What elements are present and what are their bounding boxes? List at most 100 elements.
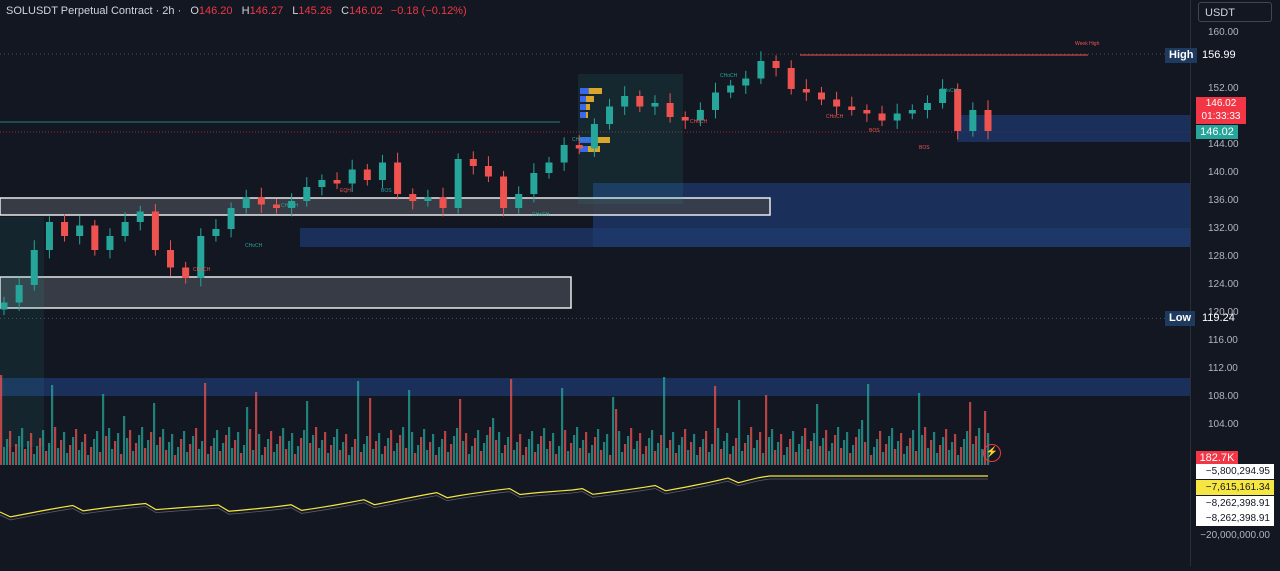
volume-bar	[93, 439, 96, 465]
candle-body	[636, 96, 644, 107]
volume-bar	[291, 433, 294, 465]
volume-bar	[114, 441, 117, 465]
volume-bar	[3, 447, 6, 465]
vp-bar	[580, 104, 586, 110]
volume-bar	[138, 435, 141, 465]
volume-bar	[9, 431, 12, 465]
volume-bar	[549, 441, 552, 465]
candle-body	[908, 110, 916, 114]
candle-body	[848, 106, 856, 110]
symbol-title[interactable]: SOLUSDT Perpetual Contract · 2h ·	[6, 5, 185, 17]
candle-body	[348, 169, 356, 184]
candle-body	[182, 267, 190, 278]
volume-bar	[843, 440, 846, 465]
volume-bar	[144, 448, 147, 465]
cvd-line-secondary	[0, 478, 988, 521]
volume-bar	[189, 444, 192, 465]
candle-body	[787, 68, 795, 89]
candle-body	[30, 250, 38, 285]
candle-body	[621, 96, 629, 107]
volume-bar	[171, 434, 174, 465]
candle-body	[833, 99, 841, 107]
smc-label: BOS	[919, 145, 930, 151]
candle-body	[363, 169, 371, 180]
volume-bar	[849, 453, 852, 465]
candle-body	[560, 145, 568, 163]
candles	[0, 51, 992, 316]
volume-bar	[276, 444, 279, 465]
volume-bar	[726, 433, 729, 465]
volume-bar	[909, 438, 912, 465]
price-tick: 104.00	[1208, 419, 1239, 430]
volume-bar	[516, 442, 519, 465]
bar-countdown: 01:33:33	[1201, 111, 1241, 122]
volume-bar	[768, 437, 771, 465]
volume-bar	[630, 428, 633, 465]
volume-bar	[522, 455, 525, 465]
volume-bar	[627, 436, 630, 465]
currency-selector[interactable]: USDT	[1198, 2, 1272, 22]
candle-body	[439, 197, 447, 208]
volume-bar	[129, 430, 132, 465]
candle-body	[257, 197, 265, 205]
volume-bar	[555, 454, 558, 465]
volume-bar	[615, 409, 618, 465]
volume-bar	[765, 395, 768, 465]
volume-bar	[351, 447, 354, 465]
volume-bar	[57, 448, 60, 465]
volume-bar	[936, 453, 939, 465]
candle-body	[727, 85, 735, 93]
volume-bar	[414, 453, 417, 465]
smc-label: BOS	[381, 188, 392, 194]
volume-bar	[861, 420, 864, 465]
candle-body	[167, 250, 175, 268]
volume-bar	[816, 404, 819, 465]
price-tick: 120.00	[1208, 307, 1239, 318]
volume-bar	[84, 434, 87, 465]
volume-bar	[273, 452, 276, 465]
volume-bar	[690, 442, 693, 465]
smc-label: CHoCH	[245, 243, 263, 249]
volume-bar	[558, 446, 561, 465]
volume-bar	[957, 455, 960, 465]
volume-bar	[708, 452, 711, 465]
volume-bar	[738, 400, 741, 465]
volume-bar	[240, 453, 243, 465]
volume-bar	[804, 428, 807, 465]
vp-bar	[580, 137, 592, 143]
volume-bar	[513, 450, 516, 465]
candle-body	[318, 180, 326, 187]
volume-bar	[699, 447, 702, 465]
volume-badge: 182.7K	[1196, 451, 1238, 465]
volume-bar	[411, 432, 414, 465]
candle-body	[288, 201, 296, 208]
volume-bar	[894, 449, 897, 465]
candle-body	[575, 145, 583, 149]
volume-bar	[924, 427, 927, 465]
volume-bar	[99, 452, 102, 465]
smc-label: CHoCH	[720, 73, 738, 79]
volume-bar	[192, 436, 195, 465]
volume-bar	[111, 449, 114, 465]
price-chart[interactable]: Week High CHoCH CHoCH CHoCH CHoCH CHoCH CHoCH B…	[0, 0, 1192, 566]
volume-bar	[348, 455, 351, 465]
volume-bar	[654, 451, 657, 465]
open-value: 146.20	[198, 5, 233, 17]
volume-bar	[897, 441, 900, 465]
candle-body	[666, 103, 674, 117]
chart-svg[interactable]: Week High CHoCH CHoCH CHoCH CHoCH CHoCH CHoCH B…	[0, 0, 1192, 566]
lightning-icon[interactable]: ⚡	[983, 444, 1001, 462]
volume-bar	[594, 437, 597, 465]
volume-bar	[891, 428, 894, 465]
volume-bar	[618, 431, 621, 465]
candle-body	[121, 222, 129, 236]
volume-bar	[309, 443, 312, 465]
volume-bar	[420, 437, 423, 465]
volume-bar	[879, 431, 882, 465]
candle-body	[303, 187, 311, 201]
volume-bar	[567, 451, 570, 465]
smc-label: CHoCH	[532, 212, 550, 218]
smc-labels: Week High CHoCH CHoCH CHoCH CHoCH CHoCH CHoCH B…	[193, 41, 1100, 273]
volume-bar	[363, 444, 366, 465]
volume-bar	[741, 451, 744, 465]
